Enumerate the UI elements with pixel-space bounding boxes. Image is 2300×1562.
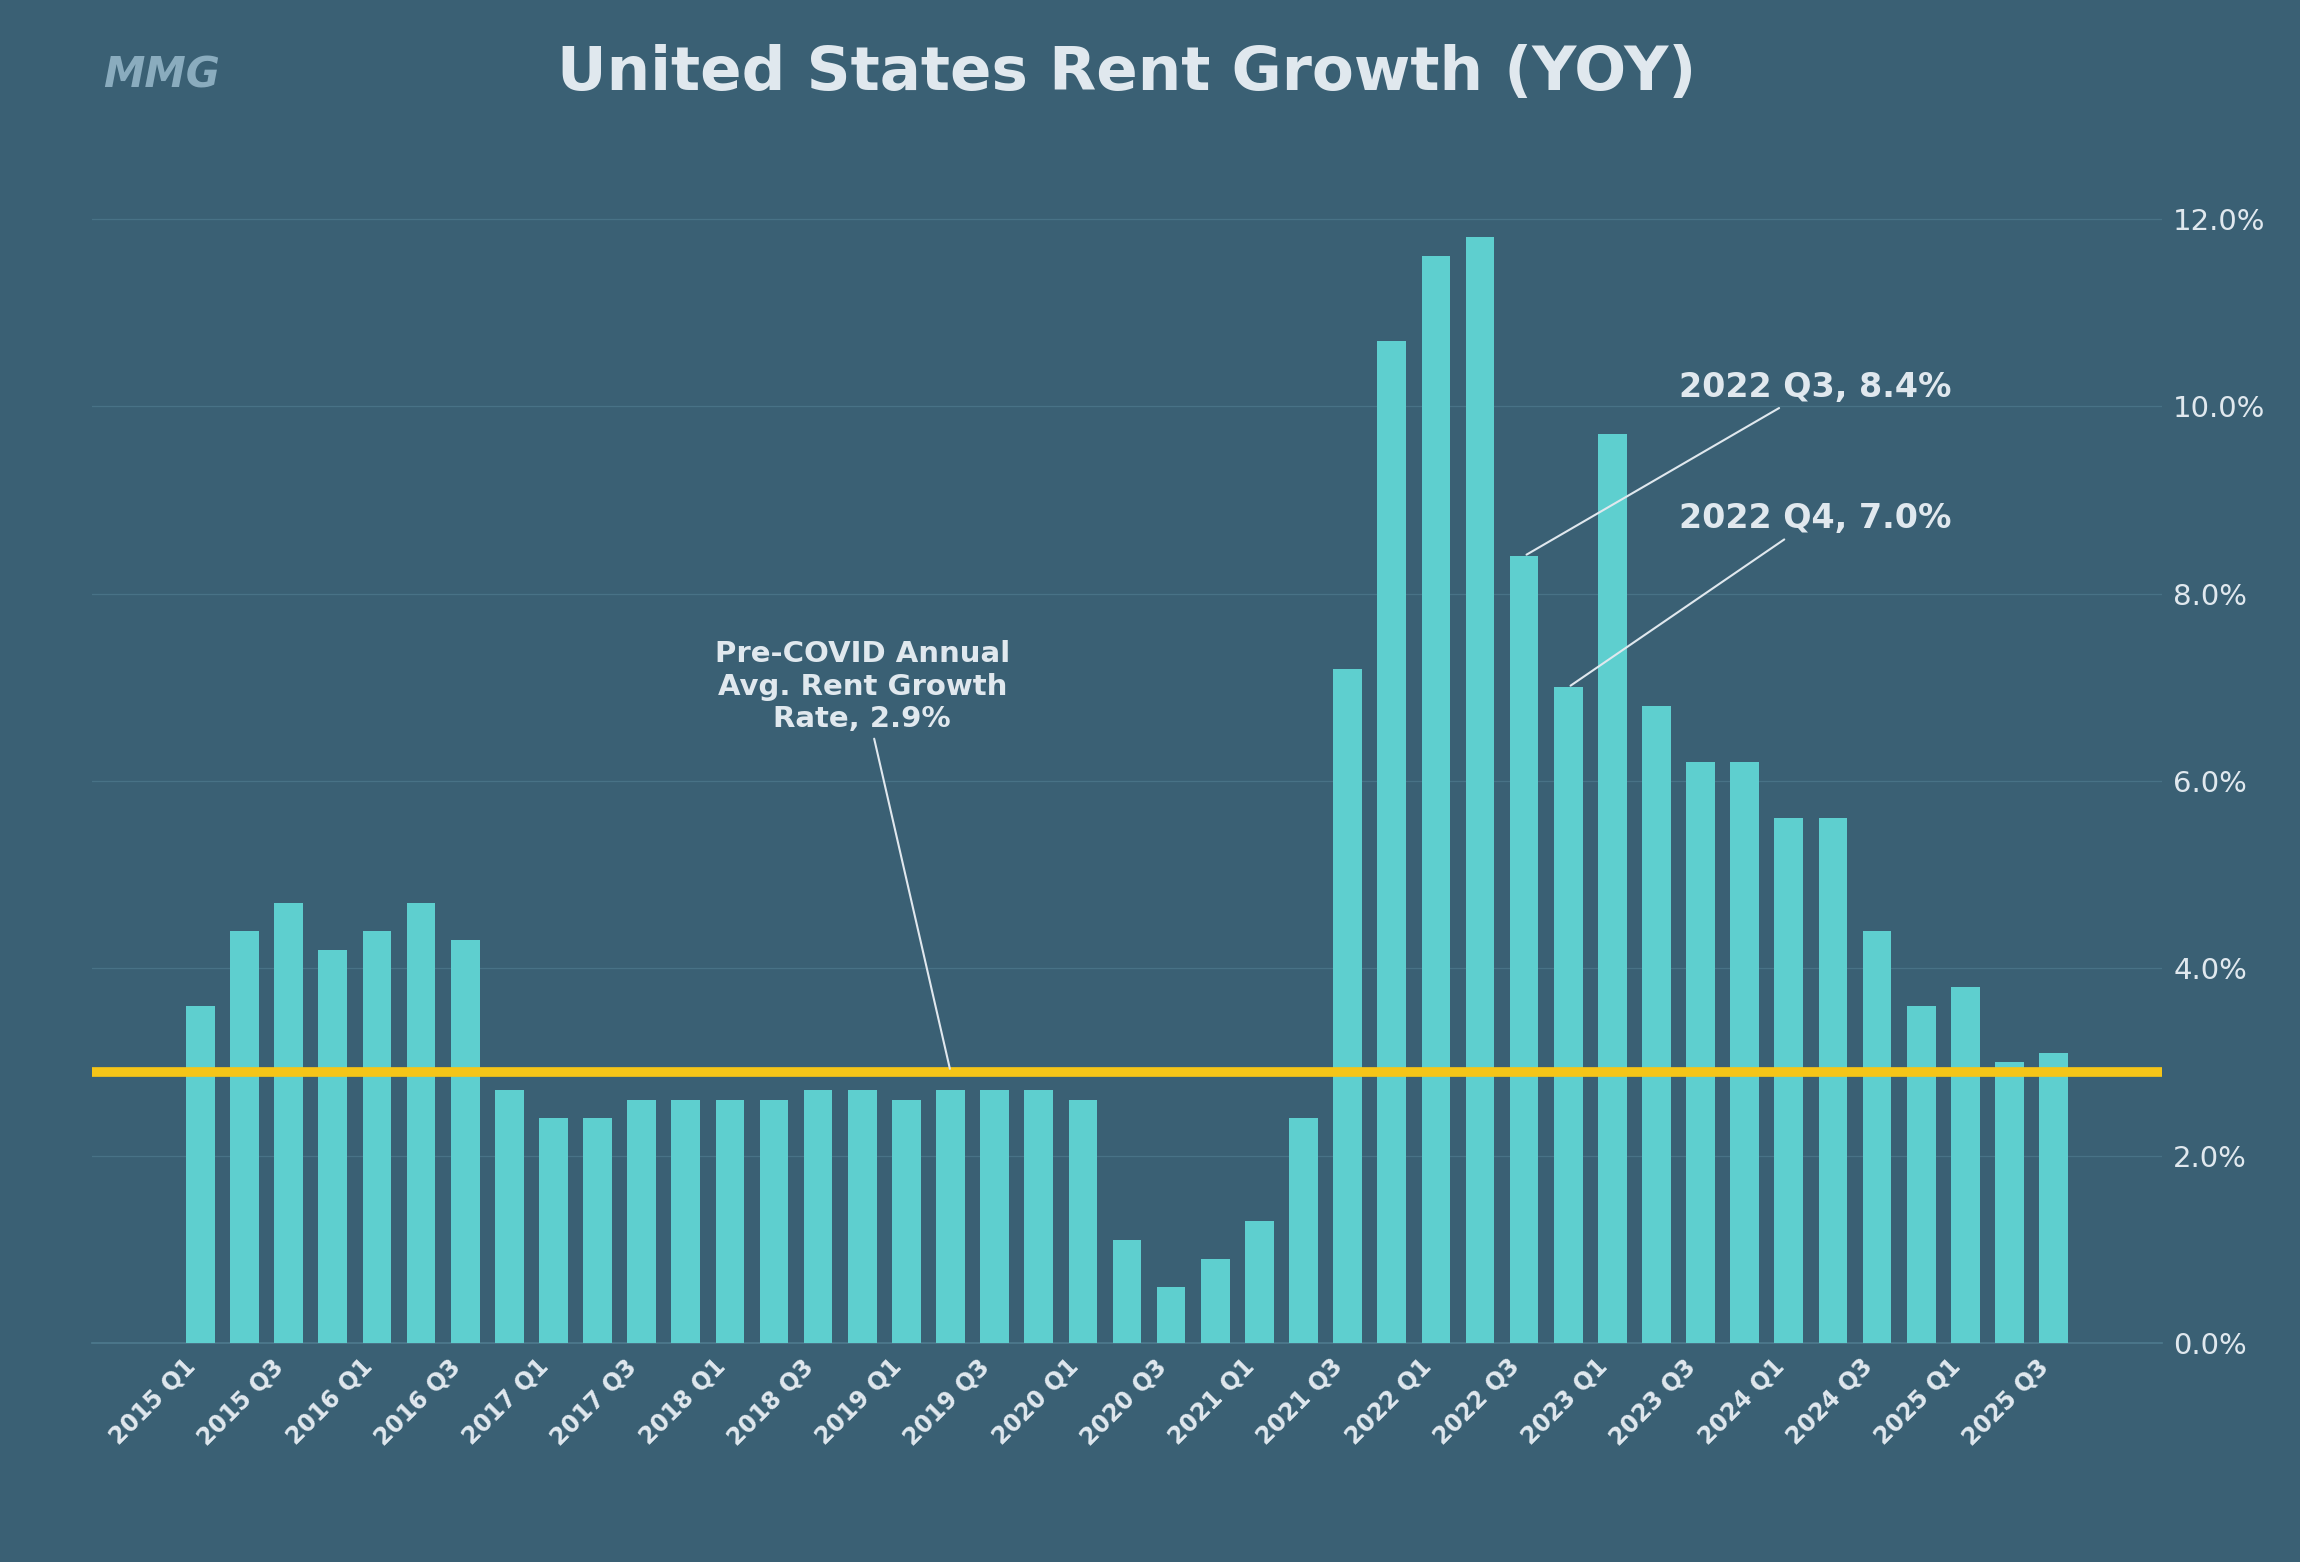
Bar — [407, 903, 435, 1343]
Bar — [1421, 256, 1451, 1343]
Bar — [1686, 762, 1716, 1343]
Bar — [451, 940, 478, 1343]
Bar — [1201, 1259, 1231, 1343]
Bar — [230, 931, 260, 1343]
Bar — [1509, 556, 1539, 1343]
Bar — [936, 1090, 966, 1343]
Bar — [538, 1118, 568, 1343]
Title: United States Rent Growth (YOY): United States Rent Growth (YOY) — [557, 44, 1697, 103]
Bar — [1642, 706, 1670, 1343]
Bar — [584, 1118, 612, 1343]
Bar — [759, 1100, 789, 1343]
Text: 2022 Q4, 7.0%: 2022 Q4, 7.0% — [1571, 501, 1950, 686]
Bar — [1157, 1287, 1184, 1343]
Bar — [1994, 1062, 2024, 1343]
Text: 2022 Q3, 8.4%: 2022 Q3, 8.4% — [1527, 370, 1950, 555]
Bar — [1819, 818, 1847, 1343]
Bar — [494, 1090, 524, 1343]
Bar — [363, 931, 391, 1343]
Bar — [1776, 818, 1803, 1343]
Bar — [274, 903, 304, 1343]
Bar — [892, 1100, 920, 1343]
Bar — [1863, 931, 1891, 1343]
Bar — [803, 1090, 833, 1343]
Bar — [715, 1100, 745, 1343]
Bar — [1950, 987, 1980, 1343]
Bar — [1907, 1006, 1937, 1343]
Bar — [672, 1100, 699, 1343]
Bar — [1598, 434, 1626, 1343]
Bar — [186, 1006, 214, 1343]
Bar — [1334, 669, 1362, 1343]
Bar — [1378, 341, 1405, 1343]
Text: MMG: MMG — [104, 55, 221, 97]
Bar — [628, 1100, 656, 1343]
Text: Pre-COVID Annual
Avg. Rent Growth
Rate, 2.9%: Pre-COVID Annual Avg. Rent Growth Rate, … — [715, 640, 1010, 1068]
Bar — [1070, 1100, 1097, 1343]
Bar — [1024, 1090, 1053, 1343]
Bar — [2040, 1053, 2068, 1343]
Bar — [1244, 1221, 1274, 1343]
Bar — [1288, 1118, 1318, 1343]
Bar — [849, 1090, 876, 1343]
Bar — [317, 950, 347, 1343]
Bar — [1730, 762, 1760, 1343]
Bar — [1555, 687, 1582, 1343]
Bar — [980, 1090, 1010, 1343]
Bar — [1113, 1240, 1141, 1343]
Bar — [1465, 237, 1495, 1343]
